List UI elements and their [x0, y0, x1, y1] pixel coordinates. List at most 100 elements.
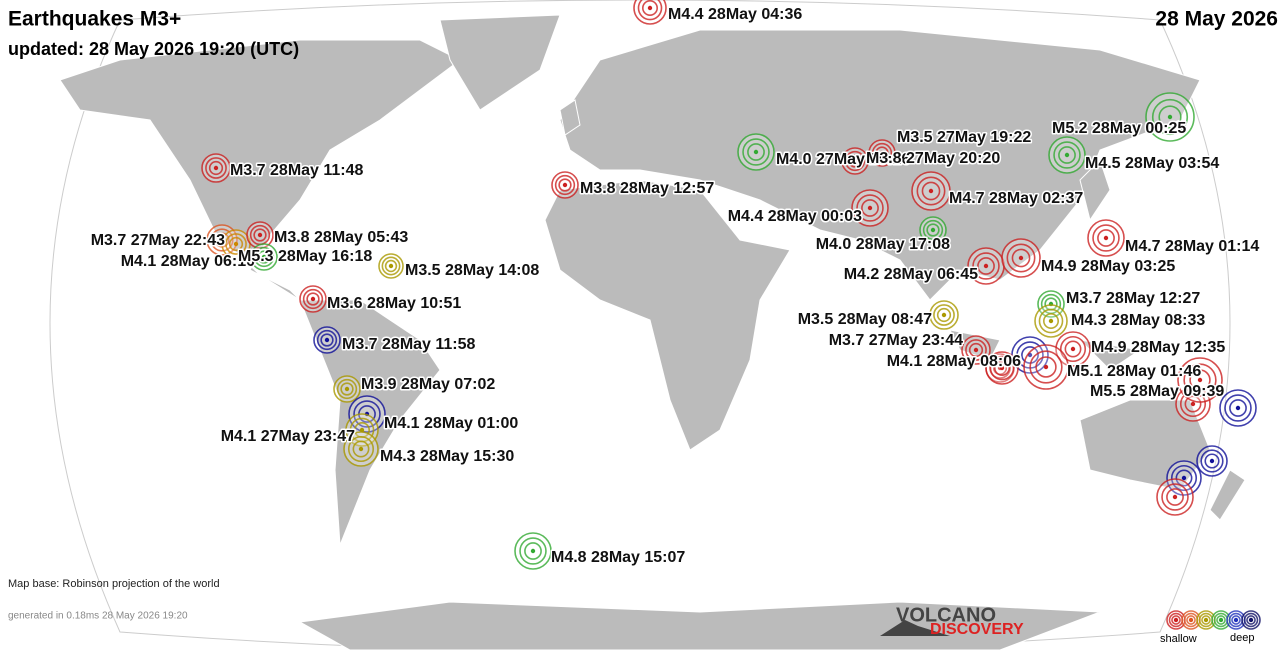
marker-ring	[1179, 390, 1207, 418]
marker-dot	[879, 150, 885, 156]
quake-label: M3.8 27May 20:20	[866, 150, 1000, 167]
quake-label: M4.9 28May 12:35	[1091, 339, 1225, 356]
quake-label: M4.5 28May 03:54	[1085, 155, 1219, 172]
marker-ring	[1231, 615, 1241, 625]
marker-ring	[844, 150, 866, 172]
marker-dot	[973, 347, 979, 353]
marker-dot	[1218, 617, 1224, 623]
marker-ring	[316, 329, 338, 351]
quake-marker	[1219, 389, 1257, 427]
marker-dot	[1233, 617, 1239, 623]
quake-label: M3.5 27May 19:22	[897, 129, 1031, 146]
marker-dot	[1018, 255, 1024, 261]
quake-label: M4.3 28May 08:33	[1071, 312, 1205, 329]
marker-ring	[1171, 615, 1181, 625]
marker-dot	[852, 158, 858, 164]
marker-dot	[261, 254, 267, 260]
legend-deep: deep	[1230, 632, 1254, 644]
quake-marker	[961, 335, 991, 365]
marker-dot	[1188, 617, 1194, 623]
quake-marker	[737, 133, 775, 171]
marker-ring	[519, 537, 547, 565]
marker-ring	[320, 333, 334, 347]
marker-ring	[875, 146, 889, 160]
marker-dot	[233, 241, 239, 247]
marker-ring	[1170, 464, 1198, 492]
marker-dot	[1103, 235, 1109, 241]
marker-ring	[1224, 394, 1252, 422]
marker-ring	[1053, 141, 1081, 169]
marker-ring	[861, 199, 879, 217]
quake-label: M4.1 28May 01:00	[384, 415, 518, 432]
marker-ring	[336, 378, 358, 400]
marker-ring	[1038, 308, 1064, 334]
quake-label: M5.3 28May 16:18	[238, 248, 372, 265]
quake-marker	[343, 431, 379, 467]
marker-ring	[253, 246, 275, 268]
marker-dot	[1209, 458, 1215, 464]
marker-ring	[926, 223, 940, 237]
quake-marker	[299, 285, 327, 313]
marker-ring	[1029, 350, 1063, 384]
marker-ring	[848, 154, 862, 168]
marker-ring	[933, 304, 955, 326]
quake-label: M4.7 28May 02:37	[949, 190, 1083, 207]
marker-ring	[253, 228, 267, 242]
quake-marker	[333, 375, 361, 403]
quake-label: M3.5 28May 14:08	[405, 262, 539, 279]
quake-marker	[985, 351, 1019, 385]
marker-ring	[1092, 224, 1120, 252]
marker-dot	[213, 165, 219, 171]
marker-ring	[1183, 363, 1217, 397]
marker-ring	[968, 342, 984, 358]
marker-ring	[989, 355, 1015, 381]
quake-label: M4.4 28May 04:36	[668, 6, 802, 23]
logo-discovery: DISCOVERY	[930, 621, 1024, 638]
marker-ring	[347, 435, 375, 463]
marker-ring	[558, 178, 572, 192]
marker-dot	[324, 337, 330, 343]
marker-ring	[554, 174, 576, 196]
marker-dot	[530, 548, 536, 554]
quake-label: M3.7 28May 11:58	[342, 336, 476, 353]
marker-ring	[1011, 248, 1031, 268]
marker-ring	[1216, 615, 1226, 625]
marker-ring	[921, 181, 941, 201]
quake-label: M3.7 28May 12:27	[1066, 290, 1200, 307]
quake-marker	[911, 171, 951, 211]
marker-ring	[1059, 335, 1087, 363]
quake-marker	[868, 139, 896, 167]
quake-marker	[841, 147, 869, 175]
marker-dot	[359, 427, 365, 433]
marker-ring	[747, 143, 765, 161]
quake-marker	[1055, 331, 1091, 367]
marker-ring	[340, 382, 354, 396]
quake-label: M3.9 28May 07:02	[361, 376, 495, 393]
quake-marker	[1001, 238, 1041, 278]
quake-marker	[551, 171, 579, 199]
marker-ring	[742, 138, 770, 166]
marker-dot	[1172, 494, 1178, 500]
marker-dot	[1203, 617, 1209, 623]
quake-label: M3.7 27May 23:44	[829, 332, 963, 349]
quake-label: M4.0 27May 20:16	[776, 151, 910, 168]
marker-dot	[344, 386, 350, 392]
quake-marker	[929, 300, 959, 330]
marker-ring	[381, 256, 401, 276]
markers	[201, 0, 1257, 570]
quake-label: M3.8 28May 05:43	[274, 229, 408, 246]
marker-dot	[999, 365, 1005, 371]
marker-dot	[930, 227, 936, 233]
quake-marker	[221, 229, 251, 259]
quake-marker	[250, 243, 278, 271]
marker-ring	[353, 400, 381, 428]
quake-label: M4.1 28May 06:10	[121, 253, 255, 270]
marker-dot	[1197, 377, 1203, 383]
marker-dot	[1181, 475, 1187, 481]
marker-ring	[1201, 615, 1211, 625]
quake-marker	[1087, 219, 1125, 257]
marker-dot	[1064, 152, 1070, 158]
marker-dot	[1167, 114, 1173, 120]
marker-ring	[637, 0, 663, 21]
marker-ring	[1043, 312, 1060, 329]
